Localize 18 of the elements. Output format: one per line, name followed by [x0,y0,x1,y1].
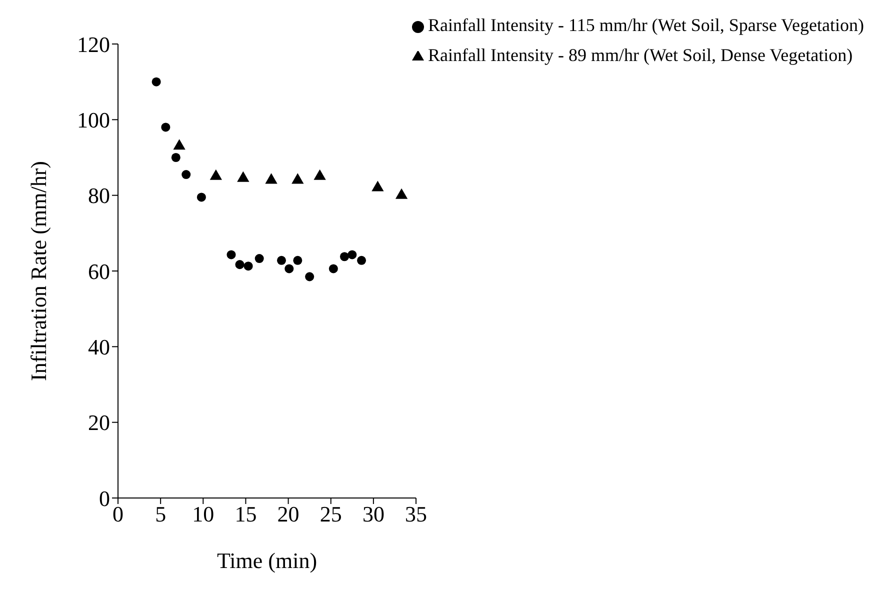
x-tick-label: 10 [192,502,214,527]
y-tick-label: 0 [99,486,110,511]
x-tick-label: 15 [234,502,257,527]
x-tick-label: 30 [362,502,384,527]
y-tick-label: 120 [77,32,110,57]
x-tick-label: 25 [320,502,342,527]
y-axis-title: Infiltration Rate (mm/hr) [26,161,51,381]
legend-label: Rainfall Intensity - 115 mm/hr (Wet Soil, Sparse Vegetation) [428,15,864,35]
y-tick-label: 60 [88,258,110,284]
legend-label: Rainfall Intensity - 89 mm/hr (Wet Soil, Dense Vegetation) [428,45,853,65]
y-tick-label: 100 [77,107,110,132]
y-tick-label: 20 [88,410,110,436]
y-tick-label: 40 [88,334,110,360]
x-tick-label: 5 [155,502,166,527]
x-tick-label: 35 [405,502,428,527]
x-axis-title: Time (min) [216,548,318,573]
y-tick-label: 80 [88,183,110,208]
x-tick-label: 20 [277,502,300,527]
